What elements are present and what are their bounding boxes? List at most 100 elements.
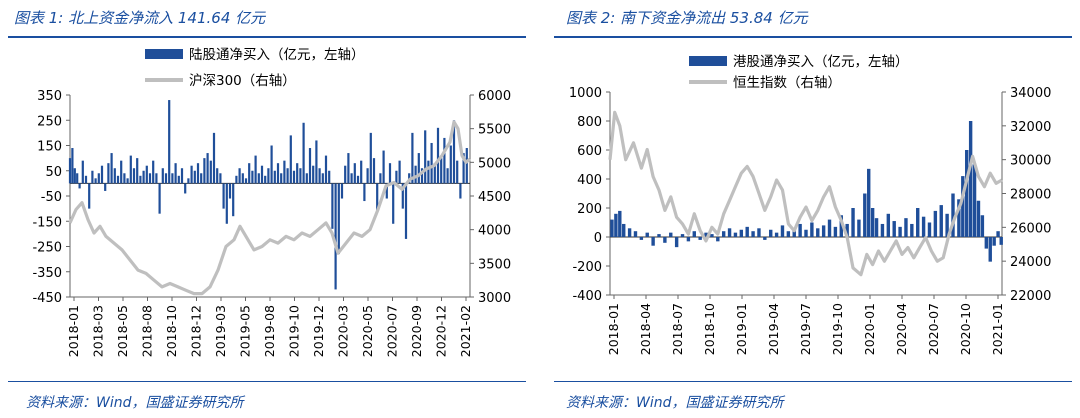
bar [209, 160, 212, 184]
bar [976, 200, 981, 237]
bar [315, 140, 318, 184]
bar [84, 175, 88, 184]
bar [353, 163, 356, 184]
x-tick-label: 2018-01 [66, 305, 81, 357]
bar [136, 158, 139, 184]
bar [372, 158, 376, 184]
bar [110, 153, 113, 184]
legend-bar-label: 陆股通净买入（亿元，左轴） [189, 47, 365, 63]
x-tick-label: 2020-10 [958, 303, 973, 355]
bar [927, 222, 932, 237]
line-series [68, 120, 472, 296]
bar [459, 183, 462, 199]
bar [751, 231, 755, 237]
bar [904, 218, 908, 237]
x-tick-label: 2020-04 [894, 303, 909, 355]
bar [168, 100, 171, 184]
bar [238, 168, 241, 184]
bar [427, 160, 430, 184]
bar [465, 148, 468, 184]
bar [91, 170, 94, 184]
bar [248, 163, 251, 184]
bar-series [68, 100, 468, 290]
bar [443, 137, 446, 184]
bar [200, 173, 203, 184]
bar [344, 165, 347, 184]
bar [657, 234, 661, 237]
bar [721, 231, 726, 237]
bar [71, 148, 74, 184]
bar [996, 231, 1000, 237]
bar [921, 216, 926, 237]
y-left-tick-label: 350 [37, 89, 62, 104]
x-tick-label: 2018-10 [164, 305, 179, 357]
x-tick-label: 2019-03 [213, 305, 228, 357]
bar [254, 155, 257, 184]
bar [401, 183, 404, 209]
bar [331, 183, 334, 229]
source-divider [8, 381, 526, 382]
bar [276, 163, 280, 184]
y-left-tick-label: 50 [45, 165, 62, 180]
x-tick-label: 2018-04 [638, 303, 653, 355]
bar [436, 127, 440, 184]
bar [786, 231, 791, 237]
title-divider [8, 36, 526, 38]
panel-southbound: 图表 2: 南下资金净流出 53.84 亿元 1000 800 600 400 200 0… [544, 0, 1080, 418]
bar [398, 160, 401, 184]
bar [296, 163, 299, 184]
y-left-tick-label: 150 [37, 140, 62, 155]
bar [417, 153, 420, 184]
bar [433, 163, 436, 184]
bar [187, 178, 190, 184]
x-tick-label: 2019-04 [766, 303, 781, 355]
bar [251, 170, 254, 184]
x-tick-label: 2020-12 [434, 305, 449, 357]
bar [324, 155, 328, 184]
bar [910, 223, 914, 237]
bar [774, 232, 779, 237]
bar [123, 173, 126, 184]
bar [116, 175, 120, 184]
bar [257, 173, 260, 184]
x-tick-label: 2020-07 [385, 305, 400, 357]
bar [651, 237, 655, 246]
bar [177, 175, 180, 184]
bar [68, 158, 72, 184]
bar [446, 168, 449, 184]
bar [334, 183, 337, 290]
x-tick-label: 2020-05 [360, 305, 375, 357]
y-left-tick-label: 0 [594, 231, 602, 246]
bar [999, 237, 1003, 245]
bar [933, 210, 938, 237]
y-left-tick-label: -50 [41, 190, 62, 205]
bar [622, 223, 626, 237]
bar [988, 237, 992, 262]
y-left-tick-label: 200 [577, 202, 602, 217]
source-divider [554, 381, 1072, 382]
title-divider [554, 36, 1072, 38]
bar [898, 226, 902, 237]
bar [627, 228, 632, 237]
bar [97, 173, 100, 184]
bar [663, 237, 667, 243]
bar [350, 173, 353, 184]
bar [305, 173, 308, 184]
bar [710, 234, 714, 237]
bar [273, 170, 276, 184]
bar [219, 173, 222, 184]
x-tick-label: 2018-10 [702, 303, 717, 355]
bar [763, 237, 767, 240]
source-note: 资料来源：Wind，国盛证券研究所 [26, 395, 244, 411]
x-tick-label: 2019-08 [262, 305, 277, 357]
bar [874, 218, 879, 237]
bar [414, 165, 417, 184]
y-left-tick-label: 250 [37, 114, 62, 129]
bar [379, 173, 382, 184]
bar [857, 219, 861, 237]
bar [972, 164, 977, 237]
bar [142, 170, 145, 184]
bar [328, 170, 331, 184]
bar [222, 183, 225, 209]
bar [280, 173, 283, 184]
